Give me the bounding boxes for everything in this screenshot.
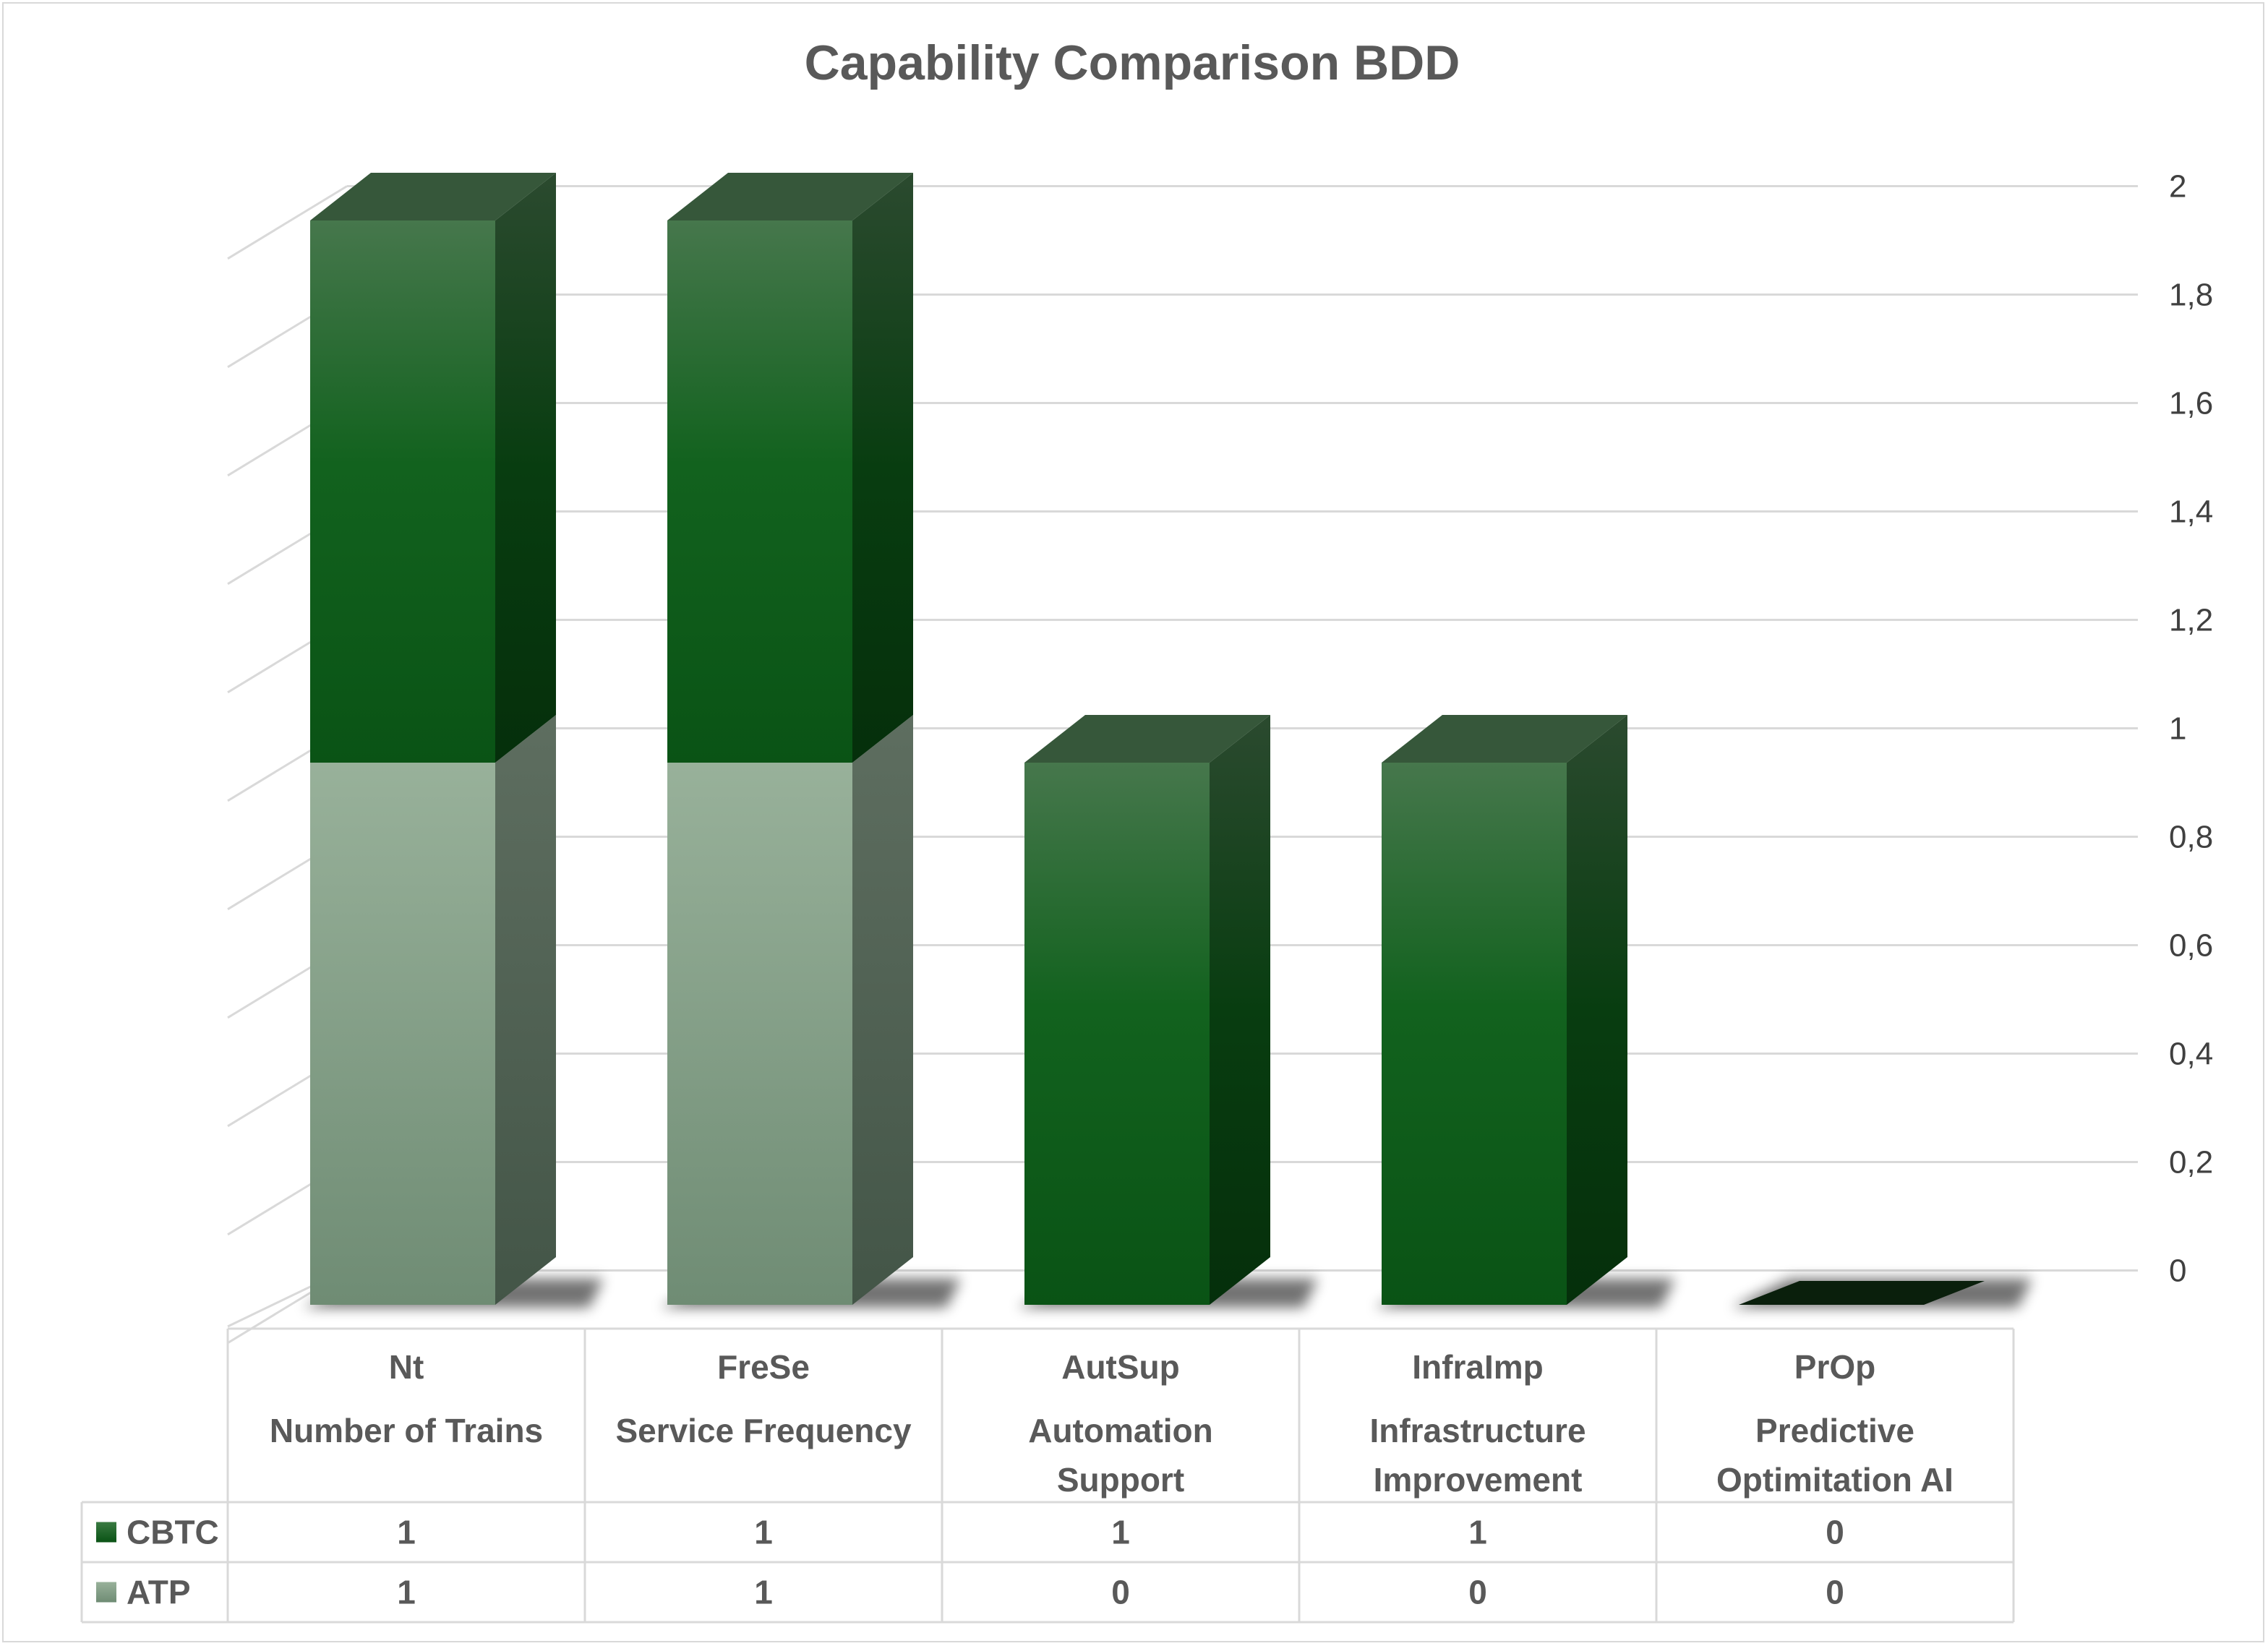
table-value: 0: [1111, 1574, 1130, 1611]
category-name: Service Frequency: [615, 1412, 912, 1449]
table-value: 1: [397, 1574, 416, 1611]
y-tick-label: 0: [2169, 1253, 2186, 1288]
bar-cbtc-front: [1382, 763, 1567, 1305]
category-code: PrOp: [1794, 1348, 1875, 1386]
bar-atp-front: [310, 763, 495, 1305]
category-code: FreSe: [717, 1348, 810, 1386]
category-code: Nt: [389, 1348, 424, 1386]
category-name: Improvement: [1374, 1461, 1583, 1499]
bar-cbtc-top: [667, 173, 913, 220]
bar-zero: [1739, 1281, 1985, 1305]
bar-cbtc-front: [310, 220, 495, 763]
category-name: Predictive: [1755, 1412, 1914, 1449]
bar-cbtc-top: [1024, 715, 1270, 763]
bar-cbtc-side: [1567, 715, 1627, 1305]
bar-cbtc-side: [852, 173, 913, 763]
category-name: Infrastructure: [1369, 1412, 1586, 1449]
table-value: 1: [397, 1514, 416, 1551]
bar-cbtc-front: [1024, 763, 1210, 1305]
side-gridline: [227, 185, 348, 260]
y-tick-label: 1,8: [2169, 277, 2213, 312]
y-tick-label: 0,8: [2169, 819, 2213, 854]
table-value: 0: [1468, 1574, 1487, 1611]
legend-label: ATP: [127, 1574, 191, 1611]
bar-cbtc-side: [1210, 715, 1270, 1305]
table-value: 1: [1111, 1514, 1130, 1551]
category-name: Automation: [1028, 1412, 1213, 1449]
y-axis-tick-labels: 0 0,2 0,4 0,6 0,8 1 1,2 1,4 1,6 1,8 2: [2169, 168, 2213, 1288]
category-code: AutSup: [1061, 1348, 1180, 1386]
bar-cbtc-top: [1382, 715, 1627, 763]
category-code: InfraImp: [1412, 1348, 1543, 1386]
y-tick-label: 1: [2169, 711, 2186, 746]
y-tick-label: 1,6: [2169, 385, 2213, 421]
category-name: Optimitation AI: [1716, 1461, 1954, 1499]
bar-atp-side: [852, 715, 913, 1305]
table-value: 1: [754, 1574, 773, 1611]
table-value: 1: [754, 1514, 773, 1551]
legend-swatch-atp: [96, 1582, 116, 1603]
y-tick-label: 0,2: [2169, 1144, 2213, 1180]
bar-cbtc-top: [310, 173, 556, 220]
y-tick-label: 1,2: [2169, 602, 2213, 638]
data-table: Nt Number of Trains FreSe Service Frequency…: [80, 1327, 2015, 1624]
bar-cbtc-front: [667, 220, 852, 763]
chart-title: Capability Comparison BDD: [805, 35, 1460, 90]
y-tick-label: 1,4: [2169, 494, 2213, 529]
table-value: 1: [1468, 1514, 1487, 1551]
bar-atp-side: [495, 715, 556, 1305]
legend-label: CBTC: [127, 1514, 219, 1551]
y-tick-label: 0,6: [2169, 927, 2213, 963]
bar-cbtc-side: [495, 173, 556, 763]
y-tick-label: 2: [2169, 168, 2186, 204]
bars: [303, 173, 2032, 1308]
legend-swatch-cbtc: [96, 1522, 116, 1543]
table-value: 0: [1826, 1514, 1844, 1551]
category-name: Support: [1057, 1461, 1184, 1499]
category-name: Number of Trains: [270, 1412, 543, 1449]
table-value: 0: [1826, 1574, 1844, 1611]
y-tick-label: 0,4: [2169, 1036, 2213, 1071]
bar-atp-front: [667, 763, 852, 1305]
